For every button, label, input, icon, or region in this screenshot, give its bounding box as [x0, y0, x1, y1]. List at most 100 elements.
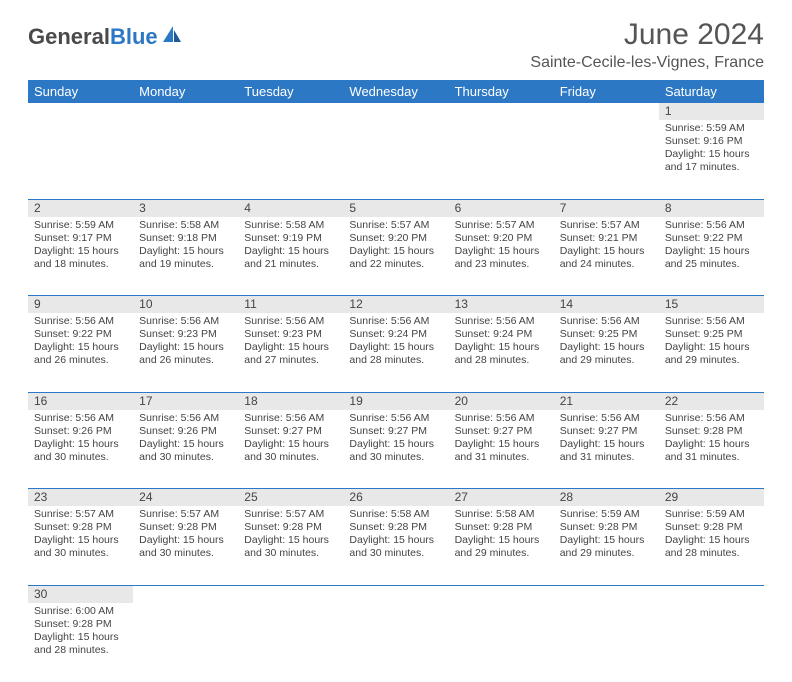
empty-cell — [343, 603, 448, 682]
daylight-text: Daylight: 15 hours and 22 minutes. — [349, 245, 442, 271]
daylight-text: Daylight: 15 hours and 29 minutes. — [455, 534, 548, 560]
sunset-text: Sunset: 9:28 PM — [455, 521, 548, 534]
empty-cell — [133, 103, 238, 120]
day-number: 23 — [28, 489, 133, 507]
empty-cell — [659, 603, 764, 682]
sunrise-text: Sunrise: 5:56 AM — [34, 412, 127, 425]
sunset-text: Sunset: 9:23 PM — [139, 328, 232, 341]
day-cell: Sunrise: 5:59 AMSunset: 9:17 PMDaylight:… — [28, 217, 133, 296]
day-number: 3 — [133, 199, 238, 217]
sunrise-text: Sunrise: 5:56 AM — [139, 315, 232, 328]
sunrise-text: Sunrise: 5:57 AM — [455, 219, 548, 232]
sunrise-text: Sunrise: 5:56 AM — [34, 315, 127, 328]
day-cell: Sunrise: 5:56 AMSunset: 9:27 PMDaylight:… — [554, 410, 659, 489]
daylight-text: Daylight: 15 hours and 29 minutes. — [560, 534, 653, 560]
sunrise-text: Sunrise: 5:56 AM — [665, 315, 758, 328]
daylight-text: Daylight: 15 hours and 23 minutes. — [455, 245, 548, 271]
sunset-text: Sunset: 9:18 PM — [139, 232, 232, 245]
day-header: Sunday — [28, 80, 133, 103]
day-cell: Sunrise: 5:59 AMSunset: 9:28 PMDaylight:… — [659, 506, 764, 585]
sunset-text: Sunset: 9:27 PM — [244, 425, 337, 438]
day-number: 26 — [343, 489, 448, 507]
day-number: 2 — [28, 199, 133, 217]
empty-cell — [449, 603, 554, 682]
sunset-text: Sunset: 9:17 PM — [34, 232, 127, 245]
day-cell: Sunrise: 5:56 AMSunset: 9:24 PMDaylight:… — [343, 313, 448, 392]
empty-cell — [449, 103, 554, 120]
day-number: 29 — [659, 489, 764, 507]
day-cell: Sunrise: 5:57 AMSunset: 9:28 PMDaylight:… — [133, 506, 238, 585]
day-cell: Sunrise: 5:57 AMSunset: 9:20 PMDaylight:… — [449, 217, 554, 296]
sunrise-text: Sunrise: 5:57 AM — [349, 219, 442, 232]
sunset-text: Sunset: 9:20 PM — [349, 232, 442, 245]
daylight-text: Daylight: 15 hours and 31 minutes. — [455, 438, 548, 464]
day-number: 10 — [133, 296, 238, 314]
day-cell: Sunrise: 5:58 AMSunset: 9:19 PMDaylight:… — [238, 217, 343, 296]
sunrise-text: Sunrise: 5:56 AM — [665, 219, 758, 232]
sunrise-text: Sunrise: 5:56 AM — [560, 412, 653, 425]
day-number: 12 — [343, 296, 448, 314]
empty-cell — [449, 120, 554, 199]
day-cell: Sunrise: 5:58 AMSunset: 9:28 PMDaylight:… — [449, 506, 554, 585]
day-number: 6 — [449, 199, 554, 217]
day-header: Saturday — [659, 80, 764, 103]
daylight-text: Daylight: 15 hours and 28 minutes. — [665, 534, 758, 560]
day-cell: Sunrise: 5:56 AMSunset: 9:24 PMDaylight:… — [449, 313, 554, 392]
empty-cell — [449, 585, 554, 603]
sunset-text: Sunset: 9:28 PM — [665, 521, 758, 534]
day-number: 8 — [659, 199, 764, 217]
calendar-table: SundayMondayTuesdayWednesdayThursdayFrid… — [28, 80, 764, 682]
empty-cell — [133, 603, 238, 682]
day-number: 28 — [554, 489, 659, 507]
sunset-text: Sunset: 9:26 PM — [34, 425, 127, 438]
location-label: Sainte-Cecile-les-Vignes, France — [530, 54, 764, 72]
header: GeneralBlue June 2024 Sainte-Cecile-les-… — [28, 18, 764, 72]
empty-cell — [659, 585, 764, 603]
sunset-text: Sunset: 9:28 PM — [34, 521, 127, 534]
daylight-text: Daylight: 15 hours and 26 minutes. — [34, 341, 127, 367]
day-number: 9 — [28, 296, 133, 314]
page-title: June 2024 — [530, 18, 764, 52]
day-cell: Sunrise: 5:58 AMSunset: 9:18 PMDaylight:… — [133, 217, 238, 296]
day-number: 14 — [554, 296, 659, 314]
sunrise-text: Sunrise: 5:57 AM — [244, 508, 337, 521]
day-cell: Sunrise: 5:57 AMSunset: 9:21 PMDaylight:… — [554, 217, 659, 296]
sunset-text: Sunset: 9:28 PM — [349, 521, 442, 534]
sunset-text: Sunset: 9:27 PM — [560, 425, 653, 438]
sunset-text: Sunset: 9:24 PM — [455, 328, 548, 341]
day-cell: Sunrise: 5:56 AMSunset: 9:25 PMDaylight:… — [554, 313, 659, 392]
day-cell: Sunrise: 5:56 AMSunset: 9:25 PMDaylight:… — [659, 313, 764, 392]
sunrise-text: Sunrise: 5:56 AM — [455, 412, 548, 425]
daylight-text: Daylight: 15 hours and 30 minutes. — [244, 534, 337, 560]
daylight-text: Daylight: 15 hours and 31 minutes. — [665, 438, 758, 464]
sunset-text: Sunset: 9:21 PM — [560, 232, 653, 245]
daylight-text: Daylight: 15 hours and 30 minutes. — [244, 438, 337, 464]
day-header: Monday — [133, 80, 238, 103]
sunrise-text: Sunrise: 5:56 AM — [665, 412, 758, 425]
day-number: 20 — [449, 392, 554, 410]
sunset-text: Sunset: 9:20 PM — [455, 232, 548, 245]
title-block: June 2024 Sainte-Cecile-les-Vignes, Fran… — [530, 18, 764, 72]
day-cell: Sunrise: 5:59 AMSunset: 9:28 PMDaylight:… — [554, 506, 659, 585]
day-cell: Sunrise: 5:56 AMSunset: 9:23 PMDaylight:… — [133, 313, 238, 392]
sunset-text: Sunset: 9:28 PM — [560, 521, 653, 534]
empty-cell — [554, 120, 659, 199]
sunset-text: Sunset: 9:28 PM — [665, 425, 758, 438]
day-number: 15 — [659, 296, 764, 314]
sunset-text: Sunset: 9:27 PM — [455, 425, 548, 438]
sunset-text: Sunset: 9:28 PM — [34, 618, 127, 631]
daylight-text: Daylight: 15 hours and 29 minutes. — [560, 341, 653, 367]
sunrise-text: Sunrise: 5:59 AM — [560, 508, 653, 521]
daylight-text: Daylight: 15 hours and 30 minutes. — [34, 534, 127, 560]
daylight-text: Daylight: 15 hours and 28 minutes. — [34, 631, 127, 657]
daylight-text: Daylight: 15 hours and 25 minutes. — [665, 245, 758, 271]
sunrise-text: Sunrise: 6:00 AM — [34, 605, 127, 618]
sunrise-text: Sunrise: 5:58 AM — [139, 219, 232, 232]
daylight-text: Daylight: 15 hours and 18 minutes. — [34, 245, 127, 271]
day-cell: Sunrise: 5:56 AMSunset: 9:27 PMDaylight:… — [449, 410, 554, 489]
empty-cell — [554, 603, 659, 682]
day-cell: Sunrise: 5:56 AMSunset: 9:27 PMDaylight:… — [343, 410, 448, 489]
daylight-text: Daylight: 15 hours and 27 minutes. — [244, 341, 337, 367]
day-cell: Sunrise: 5:56 AMSunset: 9:23 PMDaylight:… — [238, 313, 343, 392]
day-cell: Sunrise: 5:57 AMSunset: 9:20 PMDaylight:… — [343, 217, 448, 296]
